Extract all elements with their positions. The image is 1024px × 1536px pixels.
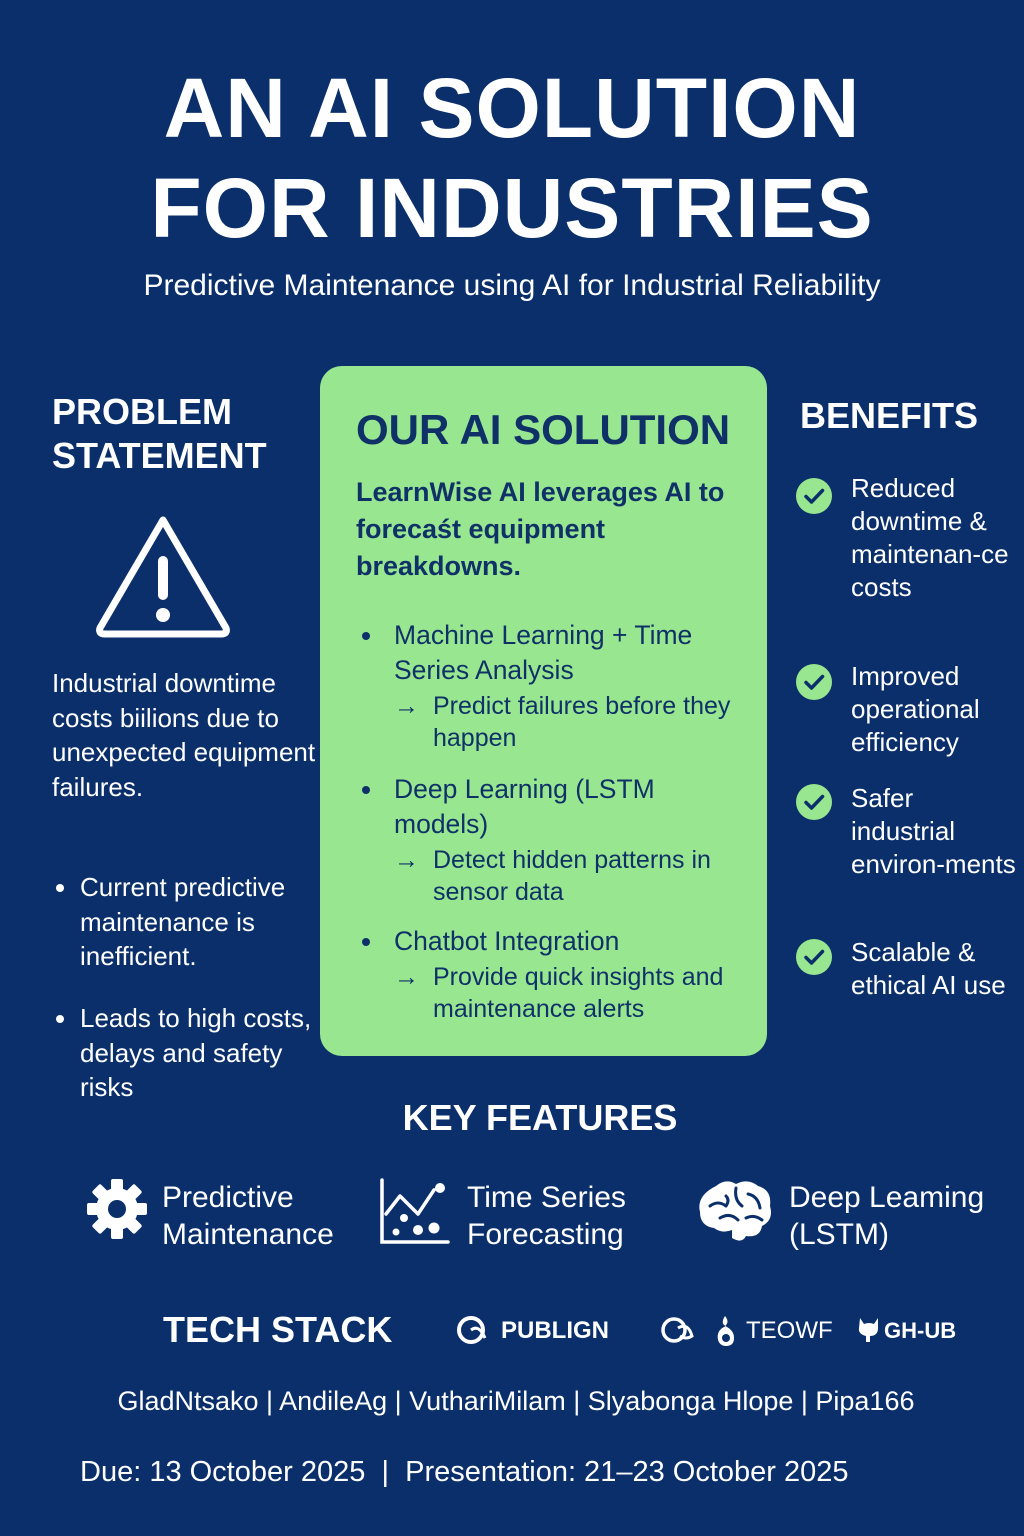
benefit-text: Safer industrial environ-ments	[851, 783, 1016, 879]
feature-deep-learning: Deep Leaming (LSTM)	[696, 1178, 1016, 1258]
python-logo-icon	[661, 1317, 694, 1343]
problem-bullet: Leads to high costs, delays and safety r…	[52, 1001, 322, 1105]
swirl-logo-icon	[457, 1316, 487, 1344]
solution-item-title: Chatbot Integration	[360, 924, 740, 959]
feature-label-line-2: Forecasting	[467, 1218, 624, 1251]
tech-logo: GH-UB	[856, 1314, 956, 1348]
solution-item-detail: → Provide quick insights and maintenance …	[360, 961, 740, 1025]
feature-label-line-2: Maintenance	[162, 1218, 334, 1251]
title-line-2: FOR INDUSTRIES	[150, 161, 874, 255]
solution-card: OUR AI SOLUTION LearnWise AI leverages A…	[320, 366, 767, 1056]
problem-heading-line-2: STATEMENT	[52, 435, 267, 476]
feature-label: Deep Leaming (LSTM)	[789, 1179, 984, 1253]
tech-label: PUBLIGN	[501, 1317, 609, 1344]
poster-title: AN AI SOLUTION FOR INDUSTRIES	[0, 58, 1024, 258]
feature-label: Time Series Forecasting	[467, 1179, 626, 1253]
tech-stack-heading: TECH STACK	[163, 1309, 393, 1350]
solution-item-detail: → Detect hidden patterns in sensor data	[360, 844, 740, 908]
solution-item: Deep Learning (LSTM models) → Detect hidd…	[360, 772, 740, 908]
key-features-heading: KEY FEATURES	[402, 1097, 678, 1138]
problem-description: Industrial downtime costs biilions due t…	[52, 668, 316, 802]
check-circle-icon	[796, 664, 832, 700]
gear-icon	[87, 1179, 147, 1239]
solution-item-detail-text: Predict failures before they happen	[433, 692, 731, 752]
tech-logo	[660, 1314, 696, 1348]
feature-label-line-1: Predictive	[162, 1181, 294, 1214]
title-line-1: AN AI SOLUTION	[163, 61, 861, 155]
arrow-right-icon: →	[394, 692, 419, 720]
due-dates: Due: 13 October 2025 | Presentation: 21–…	[80, 1456, 849, 1488]
flame-logo-icon	[717, 1316, 734, 1346]
feature-label-line-1: Time Series	[467, 1181, 626, 1214]
check-circle-icon	[796, 478, 832, 514]
solution-intro: LearnWise AI leverages AI to forecaśt eq…	[356, 477, 725, 581]
feature-label-line-1: Deep Leaming	[789, 1181, 985, 1214]
benefit-text: Scalable & ethical AI use	[851, 937, 1006, 1000]
solution-item-detail-text: Detect hidden patterns in sensor data	[433, 846, 711, 906]
benefit-text: Improved operational efficiency	[851, 661, 980, 757]
solution-item-detail: → Predict failures before they happen	[360, 690, 740, 754]
solution-item-title: Machine Learning + Time Series Analysis	[360, 618, 740, 688]
feature-label: Predictive Maintenance	[162, 1179, 334, 1253]
brain-icon	[699, 1181, 771, 1241]
solution-heading: OUR AI SOLUTION	[356, 406, 731, 453]
chart-icon	[380, 1178, 450, 1244]
arrow-right-icon: →	[394, 963, 419, 991]
arrow-right-icon: →	[394, 846, 419, 874]
tech-label: GH-UB	[884, 1318, 957, 1343]
benefits-heading: BENEFITS	[800, 395, 979, 436]
feature-predictive-maintenance: Predictive Maintenance	[86, 1178, 356, 1258]
problem-bullet: Current predictive maintenance is ineffi…	[52, 870, 322, 974]
solution-item-title: Deep Learning (LSTM models)	[360, 772, 740, 842]
team-members: GladNtsako | AndileAg | VuthariMilam | S…	[117, 1386, 915, 1416]
benefit-text: Reduced downtime & maintenan-ce costs	[851, 473, 1009, 602]
check-circle-icon	[796, 939, 832, 975]
tech-logo: PUBLIGN	[455, 1314, 609, 1348]
tech-label: TEOWF	[746, 1317, 833, 1344]
poster-subtitle: Predictive Maintenance using AI for Indu…	[143, 269, 881, 302]
problem-heading: PROBLEM STATEMENT	[52, 390, 312, 478]
warning-triangle-icon	[96, 516, 230, 638]
feature-time-series-forecasting: Time Series Forecasting	[378, 1178, 648, 1258]
tech-logo: TEOWF	[712, 1314, 833, 1348]
octocat-logo-icon	[858, 1318, 878, 1342]
solution-item: Chatbot Integration → Provide quick insig…	[360, 924, 740, 1025]
solution-item: Machine Learning + Time Series Analysis …	[360, 618, 740, 754]
feature-label-line-2: (LSTM)	[789, 1218, 889, 1251]
solution-item-detail-text: Provide quick insights and maintenance a…	[433, 963, 724, 1023]
check-circle-icon	[796, 784, 832, 820]
problem-heading-line-1: PROBLEM	[52, 391, 232, 432]
